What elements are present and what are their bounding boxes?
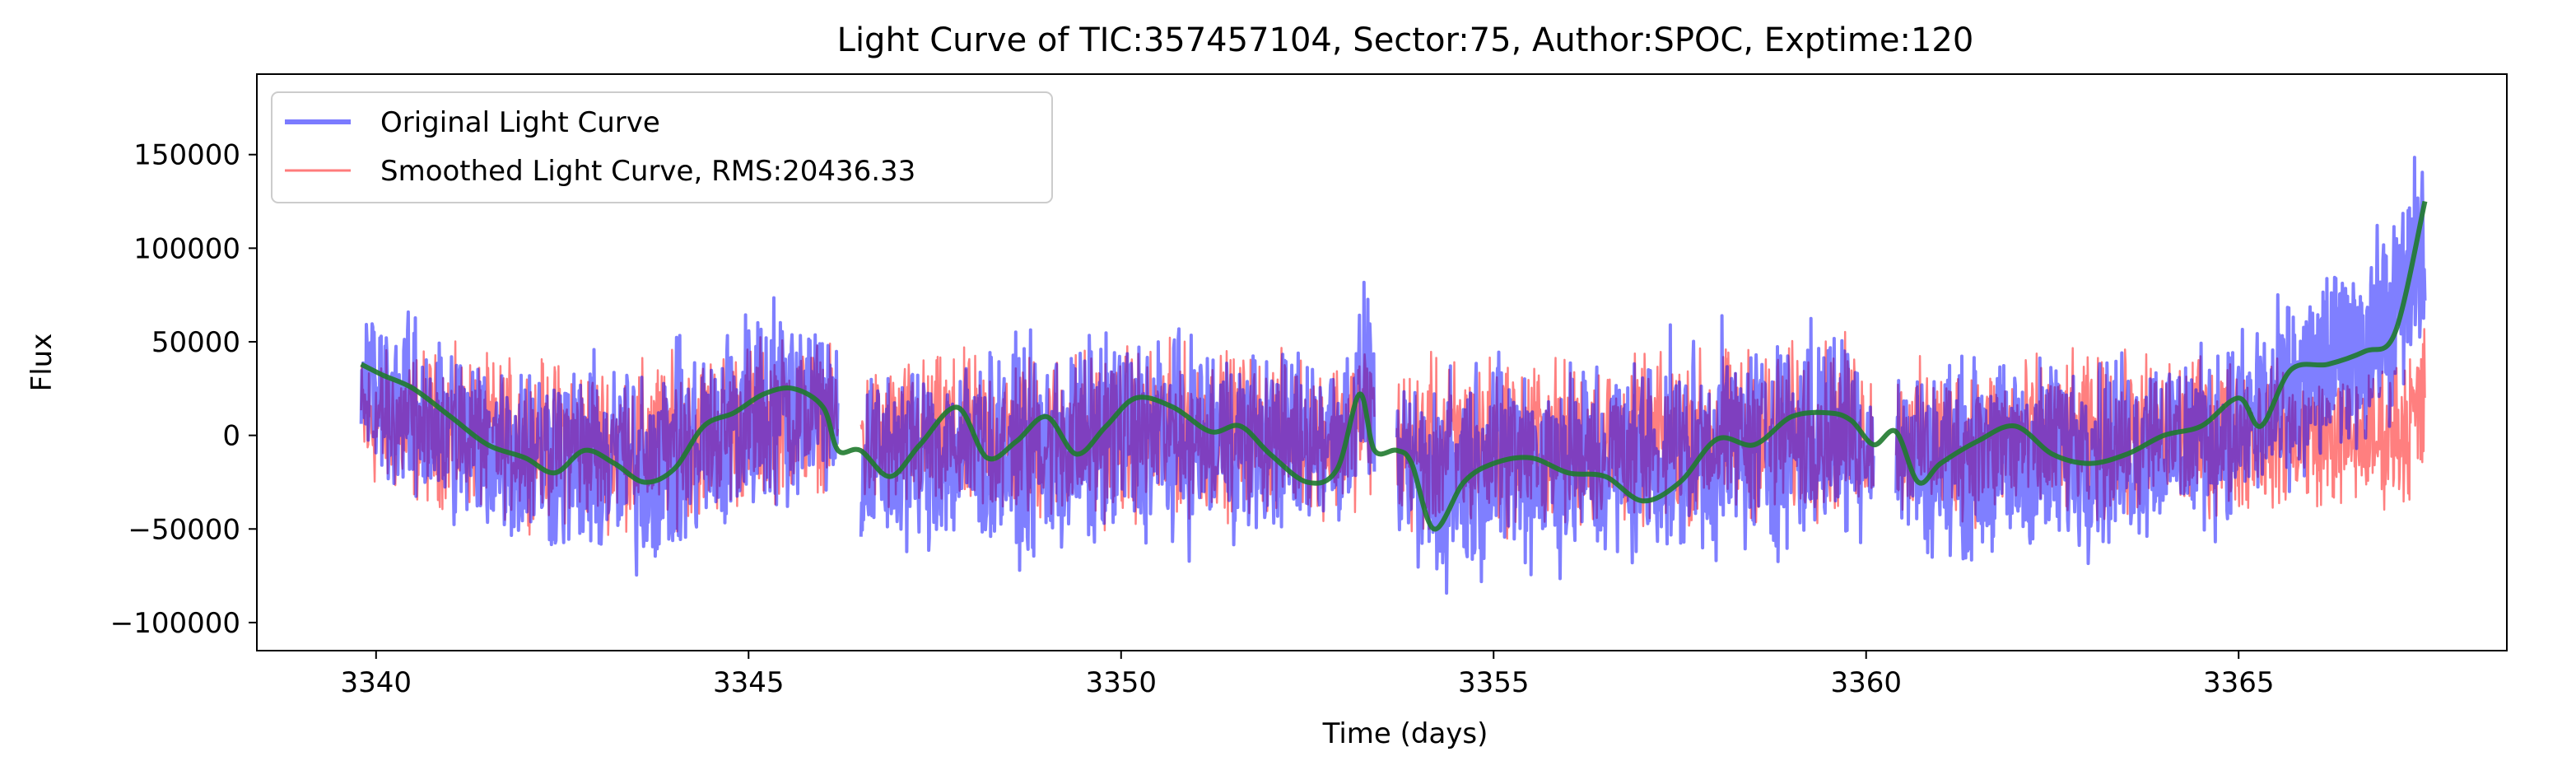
- x-tick-label: 3355: [1458, 666, 1530, 699]
- y-tick-label: 150000: [133, 139, 240, 172]
- plot-frame: [256, 73, 2508, 651]
- chart-title: Light Curve of TIC:357457104, Sector:75,…: [837, 21, 1974, 59]
- x-tick-label: 3360: [1830, 666, 1902, 699]
- y-axis: −100000 −50000 0 50000 100000 150000: [110, 139, 257, 640]
- y-tick-label: 0: [222, 420, 240, 453]
- x-tick-label: 3350: [1085, 666, 1157, 699]
- x-tick-label: 3340: [341, 666, 412, 699]
- legend-box: [271, 91, 1053, 203]
- y-tick-label: 100000: [133, 232, 240, 265]
- y-tick-label: 50000: [151, 326, 240, 359]
- legend: Original Light Curve Smoothed Light Curv…: [271, 91, 1053, 203]
- legend-label-original: Original Light Curve: [380, 106, 660, 139]
- series-trend: [360, 200, 2428, 532]
- x-axis: 3340 3345 3350 3355 3360 3365: [341, 651, 2275, 699]
- original-light-curve-line: [359, 156, 2427, 595]
- x-tick-label: 3365: [2203, 666, 2275, 699]
- legend-label-smoothed: Smoothed Light Curve, RMS:20436.33: [380, 155, 915, 188]
- y-tick-label: −50000: [128, 513, 240, 546]
- y-tick-label: −100000: [110, 607, 240, 640]
- x-tick-label: 3345: [713, 666, 785, 699]
- y-axis-label: Flux: [26, 334, 58, 392]
- series-original: [359, 156, 2427, 595]
- x-axis-label: Time (days): [1322, 717, 1488, 750]
- trend-line: [360, 200, 2428, 532]
- plot-area: [359, 156, 2428, 595]
